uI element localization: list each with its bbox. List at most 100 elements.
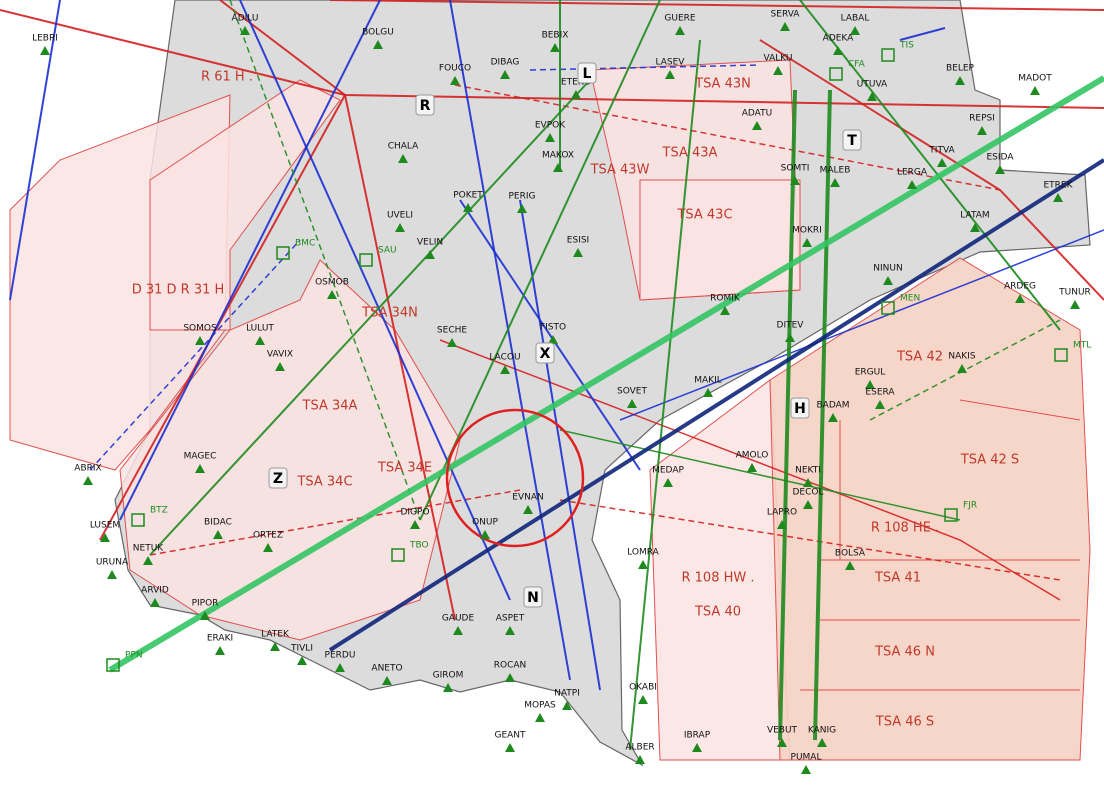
waypoint-label: OSMOB (315, 278, 349, 288)
waypoint-label: ABRIX (74, 464, 101, 474)
navaid-label: FJR (963, 501, 977, 511)
area-label: TSA 43N (694, 77, 751, 92)
area-label: R 108 HW . (681, 571, 754, 586)
waypoint-label: GUERE (664, 14, 696, 24)
sector-label: H (794, 401, 806, 417)
waypoint-label: FISTO (540, 323, 566, 333)
waypoint-label: NEKTI (795, 466, 821, 476)
waypoint-label: MAGEC (184, 452, 217, 462)
waypoint-label: LEBRI (32, 34, 58, 44)
waypoint-label: MAKOX (542, 151, 574, 161)
waypoint-label: BOLSA (835, 549, 866, 559)
waypoint-label: NATPI (554, 689, 580, 699)
waypoint-label: PERIG (509, 192, 536, 202)
waypoint-label: VALKU (764, 54, 793, 64)
waypoint-label: BIDAC (204, 518, 232, 528)
sector-label: X (540, 346, 551, 362)
waypoint-label: IBRAP (684, 731, 711, 741)
waypoint-marker (1030, 86, 1040, 95)
waypoint-label: FOUCO (439, 64, 471, 74)
navaid-label: MEN (900, 294, 920, 304)
waypoint-label: VEBUT (767, 726, 798, 736)
waypoint-label: TIVLI (290, 644, 313, 654)
waypoint-label: ARVID (141, 586, 169, 596)
waypoint-label: SERVA (771, 10, 801, 20)
waypoint-label: BEBIX (542, 31, 569, 41)
area-label: D 31 D R 31 H (132, 283, 225, 298)
waypoint-label: ERGUL (855, 368, 886, 378)
waypoint-label: MADOT (1018, 74, 1052, 84)
waypoint-label: SOMTI (781, 164, 810, 174)
waypoint-label: GIROM (433, 671, 464, 681)
sector-label: Z (273, 471, 283, 487)
waypoint-label: LOMRA (627, 548, 659, 558)
waypoint-label: ONUP (472, 518, 498, 528)
area-label: TSA 43C (676, 208, 732, 223)
area-label: TSA 46 S (875, 715, 934, 730)
area-label: TSA 42 (896, 350, 943, 365)
waypoint-label: EVPOK (535, 121, 566, 131)
navaid-label: SAU (378, 246, 397, 256)
waypoint-label: MEDAP (652, 466, 684, 476)
sector-label: L (583, 66, 592, 82)
waypoint-label: MALEB (820, 166, 851, 176)
waypoint-label: AMOLO (736, 451, 769, 461)
waypoint-label: POKET (453, 191, 483, 201)
waypoint-label: GAUDE (442, 614, 475, 624)
navaid-label: MTL (1073, 341, 1091, 351)
waypoint-marker (83, 476, 93, 485)
waypoint-label: ADATU (742, 109, 772, 119)
area-label: TSA 43A (662, 146, 718, 161)
waypoint-marker (505, 743, 515, 752)
waypoint-label: ORTEZ (253, 531, 283, 541)
waypoint-label: LERGA (897, 168, 928, 178)
waypoint-label: ROCAN (494, 661, 527, 671)
waypoint-label: NAKIS (948, 352, 975, 362)
waypoint-label: ADILU (232, 14, 259, 24)
sector-label: T (847, 133, 857, 149)
area-label: TSA 34C (296, 475, 352, 490)
waypoint-label: MOKRI (792, 226, 822, 236)
waypoint-label: NINUN (873, 264, 902, 274)
waypoint-marker (40, 46, 50, 55)
navaid-label: CFA (848, 60, 866, 70)
waypoint-marker (638, 695, 648, 704)
area-label: TSA 41 (874, 571, 921, 586)
waypoint-label: SOVET (617, 387, 647, 397)
waypoint-label: LABAL (841, 14, 870, 24)
waypoint-label: LASEV (656, 58, 686, 68)
map: LEBRIADILUBOLGUGUEREBEBIXSERVALABALFOUCO… (0, 0, 1104, 785)
waypoint-label: ETREK (1043, 181, 1073, 191)
waypoint-label: URUNA (96, 558, 129, 568)
waypoint-label: LULUT (246, 324, 274, 334)
waypoint-label: LAPRO (767, 508, 797, 518)
waypoint-label: VELIN (417, 238, 443, 248)
waypoint-label: VAVIX (267, 350, 293, 360)
navaid-label: PPN (125, 651, 143, 661)
waypoint-label: LUSEM (90, 521, 120, 531)
area-label: R 108 HE . (871, 521, 939, 536)
waypoint-marker (1070, 300, 1080, 309)
area-label: TSA 43W (590, 163, 650, 178)
waypoint-label: UVELI (387, 211, 413, 221)
waypoint-label: ESIDA (987, 153, 1015, 163)
area-label: TSA 34E (377, 461, 432, 476)
waypoint-label: ESERA (865, 388, 895, 398)
area-label: TSA 34A (302, 399, 358, 414)
waypoint-label: DIBAG (491, 58, 520, 68)
waypoint-label: LATEK (261, 630, 290, 640)
waypoint-label: SECHE (437, 326, 467, 336)
waypoint-label: ARDEG (1004, 282, 1036, 292)
page: {"waypoints": ["LEBRI","ADILU","BOLGU","… (0, 0, 1104, 785)
waypoint-label: PUMAL (791, 753, 822, 763)
waypoint-label: ERAKI (207, 634, 233, 644)
restricted-area (640, 180, 800, 300)
waypoint-label: PERDU (325, 651, 356, 661)
waypoint-label: MAKIL (694, 376, 722, 386)
waypoint-marker (638, 560, 648, 569)
waypoint-label: TITVA (928, 146, 955, 156)
navaid-label: TIS (899, 41, 914, 51)
waypoint-marker (107, 570, 117, 579)
waypoint-label: OKABI (629, 683, 657, 693)
waypoint-label: REPSI (969, 114, 995, 124)
